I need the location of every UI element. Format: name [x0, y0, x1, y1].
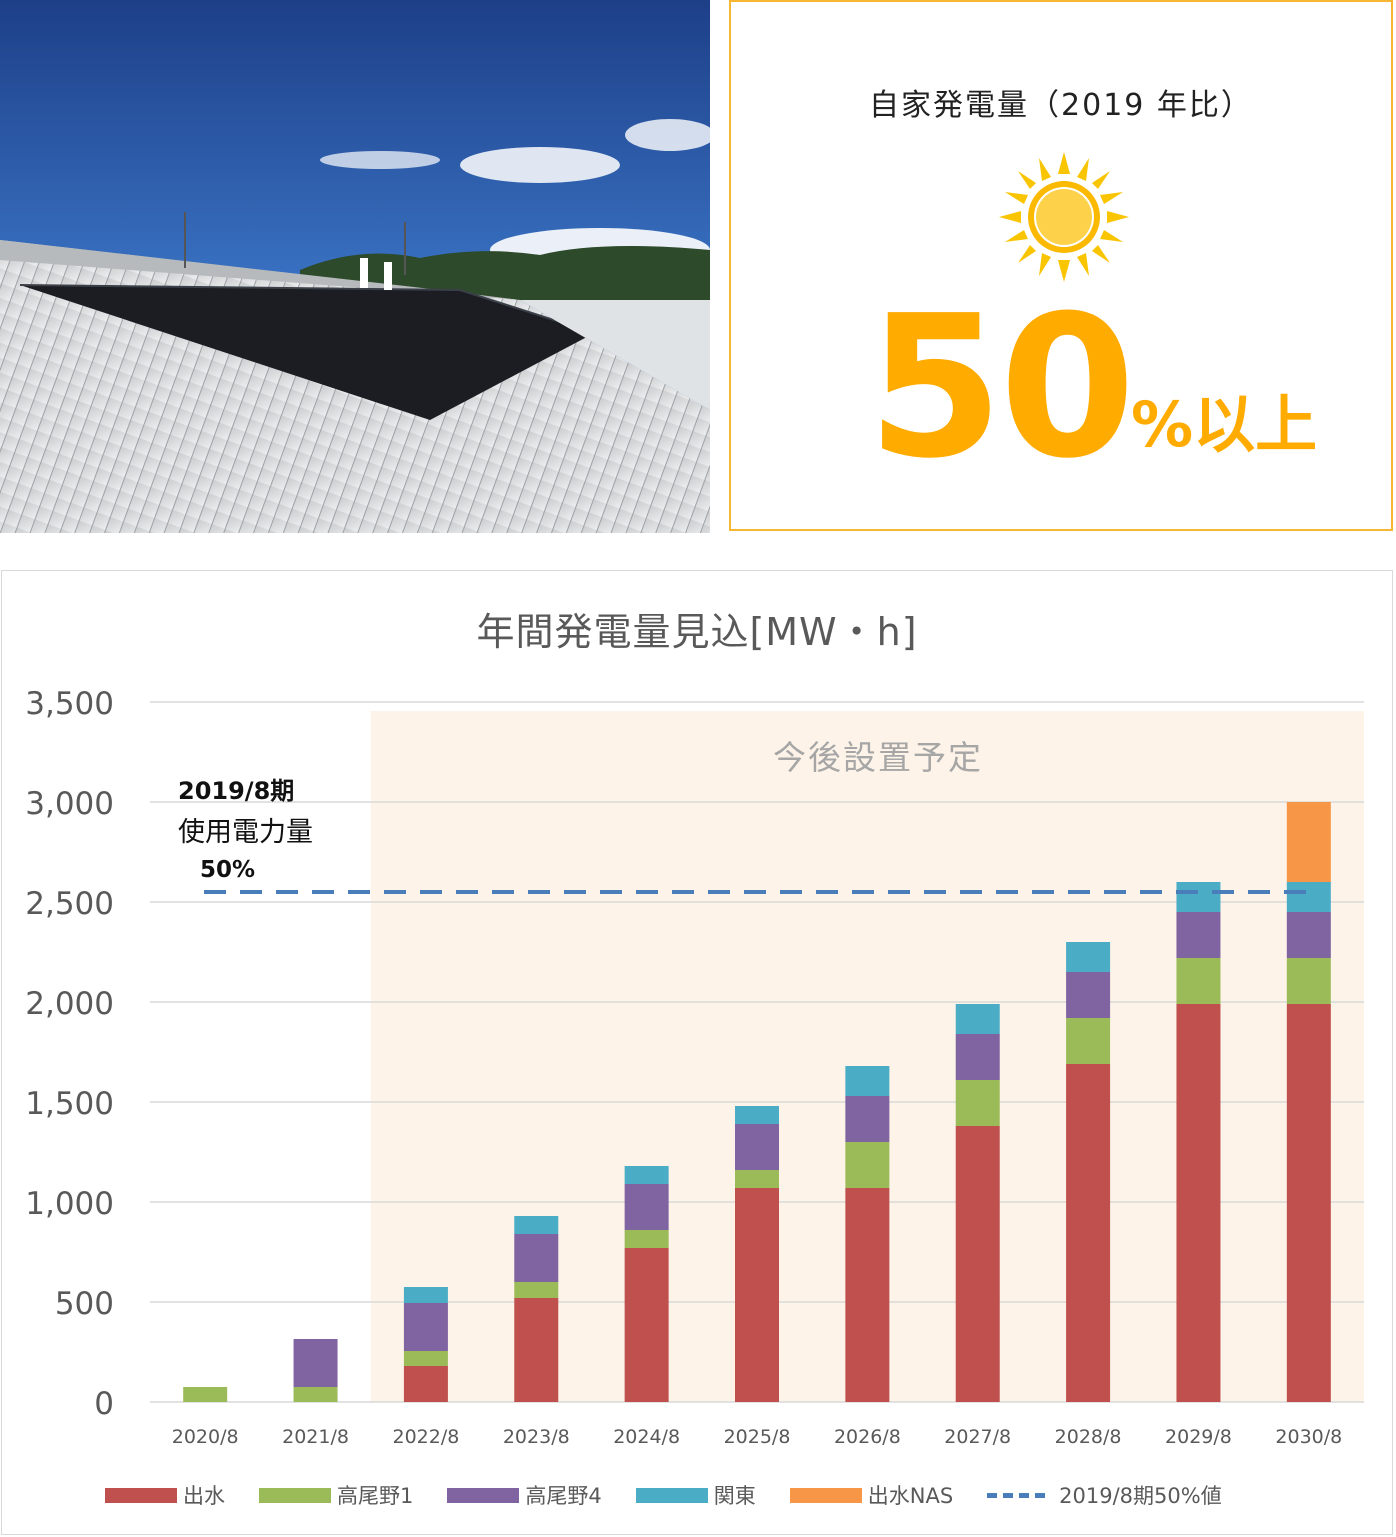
bar-segment: [955, 1126, 1000, 1402]
highlight-title: 自家発電量（2019 年比）: [869, 88, 1253, 123]
highlight-value: 50: [867, 274, 1136, 502]
bar-segment: [1286, 958, 1331, 1004]
bar-segment: [183, 1387, 228, 1402]
y-tick-label: 0: [94, 1386, 114, 1422]
bar-segment: [514, 1234, 559, 1282]
legend-item: 2019/8期50%値: [987, 1480, 1222, 1510]
bar-segment: [403, 1366, 448, 1402]
bar-segment: [1176, 882, 1221, 912]
bar-segment: [514, 1298, 559, 1402]
bar-segment: [514, 1216, 559, 1234]
x-tick-label: 2028/8: [1055, 1426, 1122, 1448]
bar-segment: [735, 1188, 779, 1402]
y-tick-label: 500: [55, 1286, 114, 1322]
bar-segment: [624, 1166, 669, 1184]
bar-segment: [1286, 802, 1331, 882]
chart-legend: 出水 高尾野1 高尾野4 関東 出水NAS 2019/8期50%値: [105, 1479, 1256, 1511]
bar-segment: [293, 1387, 338, 1402]
x-tick-label: 2024/8: [613, 1426, 680, 1448]
bar-segment: [845, 1066, 890, 1096]
legend-label: 2019/8期50%値: [1059, 1484, 1222, 1508]
legend-item: 関東: [635, 1480, 756, 1510]
annotation-usage: 使用電力量: [178, 817, 313, 848]
legend-item: 高尾野1: [259, 1480, 413, 1510]
bar-segment: [955, 1034, 1000, 1080]
bar-segment: [735, 1170, 779, 1188]
x-tick-label: 2027/8: [944, 1426, 1011, 1448]
legend-label: 出水: [183, 1484, 225, 1508]
legend-swatch: [635, 1487, 708, 1503]
legend-item: 出水NAS: [789, 1480, 954, 1510]
chart-title: 年間発電量見込[MW・h]: [476, 610, 918, 654]
bar-segment: [845, 1188, 890, 1402]
bar-segment: [845, 1142, 890, 1188]
bar-segment: [845, 1096, 890, 1142]
future-installation-label: 今後設置予定: [773, 738, 983, 777]
annotation-percent: 50%: [200, 857, 256, 883]
reference-annotation: 2019/8期 使用電力量 50%: [178, 771, 313, 883]
y-tick-label: 3,500: [25, 686, 114, 722]
legend-label: 高尾野4: [525, 1484, 602, 1508]
legend-swatch: [789, 1487, 862, 1503]
bar-segment: [735, 1124, 779, 1170]
chart-plot: 0 500 1,000 1,500 2,000 2,500 3,000 3,500 2020/8…: [25, 686, 1364, 1448]
highlight-suffix: %以上: [1131, 388, 1318, 461]
bar-segment: [403, 1287, 448, 1303]
bar-segment: [403, 1303, 448, 1351]
legend-swatch: [447, 1487, 520, 1503]
self-generation-highlight-panel: 自家発電量（2019 年比）: [729, 0, 1393, 531]
bar-segment: [955, 1004, 1000, 1034]
legend-label: 高尾野1: [337, 1484, 414, 1508]
x-tick-label: 2021/8: [282, 1426, 349, 1448]
legend-item: 高尾野4: [447, 1480, 602, 1510]
rooftop-solar-photo: [0, 0, 715, 533]
bar-segment: [1286, 882, 1331, 912]
y-tick-label: 2,500: [25, 886, 114, 922]
bar-segment: [1286, 1004, 1331, 1402]
bar-segment: [293, 1339, 338, 1387]
bar-segment: [1066, 1064, 1111, 1402]
bar-segment: [955, 1080, 1000, 1126]
legend-swatch: [105, 1487, 177, 1503]
bar-segment: [1066, 1018, 1111, 1064]
legend-swatch: [259, 1487, 331, 1503]
y-tick-label: 1,000: [25, 1186, 114, 1222]
sun-icon: [999, 152, 1129, 282]
legend-label: 関東: [713, 1484, 756, 1508]
bar-segment: [1066, 942, 1111, 972]
legend-item: 出水: [105, 1480, 225, 1510]
bar-segment: [1066, 972, 1111, 1018]
bar-segment: [624, 1184, 669, 1230]
annotation-period: 2019/8期: [178, 777, 295, 805]
x-tick-label: 2022/8: [392, 1426, 459, 1448]
legend-dash-swatch: [987, 1492, 1046, 1498]
x-tick-label: 2025/8: [724, 1426, 791, 1448]
x-tick-label: 2029/8: [1165, 1426, 1232, 1448]
bar-segment: [514, 1282, 559, 1298]
y-tick-label: 3,000: [25, 786, 114, 822]
bar-segment: [624, 1230, 669, 1248]
bar-segment: [1176, 912, 1221, 958]
legend-label: 出水NAS: [867, 1484, 954, 1508]
x-tick-label: 2023/8: [503, 1426, 570, 1448]
y-tick-label: 1,500: [25, 1086, 114, 1122]
x-tick-label: 2020/8: [172, 1426, 239, 1448]
bar-segment: [624, 1248, 669, 1402]
bar-segment: [403, 1351, 448, 1366]
bar-segment: [1176, 1004, 1221, 1402]
bar-segment: [1176, 958, 1221, 1004]
x-tick-label: 2030/8: [1275, 1426, 1342, 1448]
bar-segment: [1286, 912, 1331, 958]
y-tick-label: 2,000: [25, 986, 114, 1022]
x-tick-label: 2026/8: [834, 1426, 901, 1448]
annual-generation-chart: 0 500 1,000 1,500 2,000 2,500 3,000 3,500 2020/8…: [1, 570, 1393, 1535]
bar-segment: [735, 1106, 779, 1124]
